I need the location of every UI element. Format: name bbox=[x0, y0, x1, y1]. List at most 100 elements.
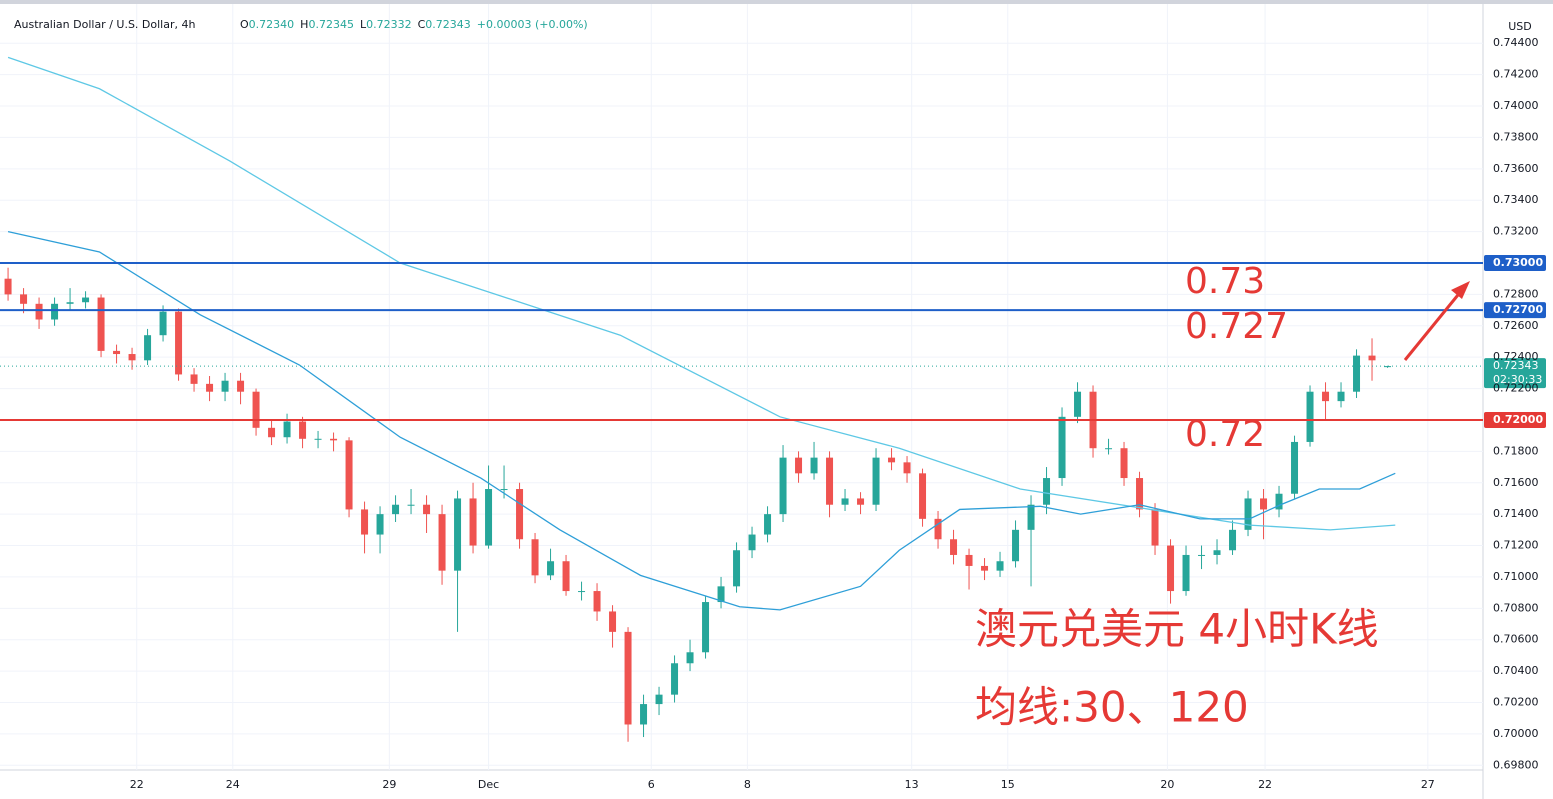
candle-body bbox=[547, 561, 555, 576]
candle-body bbox=[1291, 441, 1299, 494]
symbol-title: Australian Dollar / U.S. Dollar, 4h bbox=[14, 18, 195, 31]
candle-body bbox=[562, 561, 570, 592]
ohlc-stats: O0.72340 H0.72345 L0.72332 C0.72343 +0.00003… bbox=[240, 18, 588, 31]
moving-average bbox=[7, 230, 1396, 611]
candle-body bbox=[407, 504, 415, 506]
axis-unit: USD bbox=[1508, 20, 1532, 33]
annotation: 0.73 bbox=[1185, 261, 1265, 302]
candle-body bbox=[97, 297, 105, 351]
candle-body bbox=[252, 391, 260, 428]
candle-body bbox=[221, 380, 229, 392]
candle-body bbox=[996, 561, 1004, 571]
candle-body bbox=[950, 539, 958, 555]
candle-body bbox=[500, 489, 508, 491]
candle-body bbox=[1043, 478, 1051, 505]
candle-body bbox=[1244, 498, 1252, 530]
last-price-box bbox=[1484, 358, 1546, 389]
annotation: 澳元兑美元 4小时K线 bbox=[975, 605, 1379, 654]
candle-body bbox=[1136, 478, 1144, 510]
y-tick-label: 0.71600 bbox=[1493, 476, 1539, 489]
candle-body bbox=[82, 297, 90, 303]
candle-body bbox=[1353, 355, 1361, 392]
annotation: 均线:30、120 bbox=[975, 683, 1249, 732]
y-tick-label: 0.73400 bbox=[1493, 193, 1539, 206]
y-tick-label: 0.70800 bbox=[1493, 601, 1539, 614]
y-tick-label: 0.72400 bbox=[1493, 350, 1539, 363]
candle-body bbox=[376, 514, 384, 535]
candle-body bbox=[1167, 545, 1175, 592]
candle-body bbox=[1120, 448, 1128, 479]
candle-body bbox=[795, 457, 803, 474]
candle-body bbox=[841, 498, 849, 505]
stat-label: C bbox=[418, 18, 426, 31]
y-tick-label: 0.70200 bbox=[1493, 696, 1539, 709]
x-tick-label: 22 bbox=[1258, 778, 1272, 791]
x-tick-label: 27 bbox=[1421, 778, 1435, 791]
candle-body bbox=[206, 383, 214, 392]
candle-body bbox=[640, 704, 648, 725]
candle-body bbox=[593, 591, 601, 612]
candle-body bbox=[454, 498, 462, 571]
y-tick-label: 0.70000 bbox=[1493, 727, 1539, 740]
last-price-label: 0.72343 bbox=[1493, 359, 1539, 372]
candle-body bbox=[1306, 391, 1314, 442]
level-label-box bbox=[1484, 302, 1546, 319]
candle-body bbox=[1074, 391, 1082, 417]
y-tick-label: 0.70400 bbox=[1493, 664, 1539, 677]
candle-body bbox=[965, 554, 973, 566]
candle-body bbox=[1027, 504, 1035, 530]
candle-body bbox=[1229, 529, 1237, 551]
candle-body bbox=[981, 565, 989, 571]
y-tick-label: 0.72200 bbox=[1493, 382, 1539, 395]
stat-value: 0.72343 bbox=[425, 18, 471, 31]
candle-body bbox=[919, 473, 927, 519]
stat-value: +0.00003 (+0.00%) bbox=[477, 18, 588, 31]
candle-body bbox=[283, 421, 291, 438]
stat-value: 0.72340 bbox=[249, 18, 295, 31]
level-label: 0.73000 bbox=[1493, 256, 1543, 269]
candle-body bbox=[330, 438, 338, 441]
countdown-label: 02:30:33 bbox=[1493, 373, 1542, 386]
y-tick-label: 0.74000 bbox=[1493, 99, 1539, 112]
x-tick-label: Dec bbox=[478, 778, 499, 791]
candle-body bbox=[655, 694, 663, 705]
candle-body bbox=[1368, 355, 1376, 361]
candle-body bbox=[1384, 366, 1392, 368]
candle-body bbox=[237, 380, 245, 392]
candle-body bbox=[1322, 391, 1330, 402]
candle-body bbox=[702, 602, 710, 653]
candle-body bbox=[826, 457, 834, 505]
level-label: 0.72700 bbox=[1493, 303, 1543, 316]
stat-label: H bbox=[300, 18, 308, 31]
candle-body bbox=[159, 311, 167, 336]
candle-body bbox=[872, 457, 880, 505]
candle-body bbox=[113, 350, 121, 355]
y-tick-label: 0.70600 bbox=[1493, 633, 1539, 646]
x-tick-label: 20 bbox=[1160, 778, 1174, 791]
candle-body bbox=[1213, 550, 1221, 555]
y-tick-label: 0.74200 bbox=[1493, 68, 1539, 81]
annotation: 0.72 bbox=[1185, 414, 1265, 455]
candle-body bbox=[903, 462, 911, 474]
arrow-shaft bbox=[1403, 289, 1464, 361]
y-tick-label: 0.73600 bbox=[1493, 162, 1539, 175]
level-label: 0.72000 bbox=[1493, 413, 1543, 426]
candle-body bbox=[888, 457, 896, 463]
candle-body bbox=[314, 438, 322, 440]
annotation: 0.727 bbox=[1185, 306, 1288, 347]
x-tick-label: 24 bbox=[226, 778, 240, 791]
arrow-head bbox=[1451, 281, 1470, 299]
x-tick-label: 22 bbox=[130, 778, 144, 791]
candle-body bbox=[392, 504, 400, 515]
y-tick-label: 0.74400 bbox=[1493, 36, 1539, 49]
y-tick-label: 0.71000 bbox=[1493, 570, 1539, 583]
y-tick-label: 0.71800 bbox=[1493, 444, 1539, 457]
candle-body bbox=[485, 489, 493, 546]
x-tick-label: 29 bbox=[382, 778, 396, 791]
candle-body bbox=[810, 457, 818, 474]
y-tick-label: 0.73200 bbox=[1493, 225, 1539, 238]
y-tick-label: 0.71400 bbox=[1493, 507, 1539, 520]
candle-body bbox=[1058, 416, 1066, 479]
y-tick-label: 0.72800 bbox=[1493, 287, 1539, 300]
